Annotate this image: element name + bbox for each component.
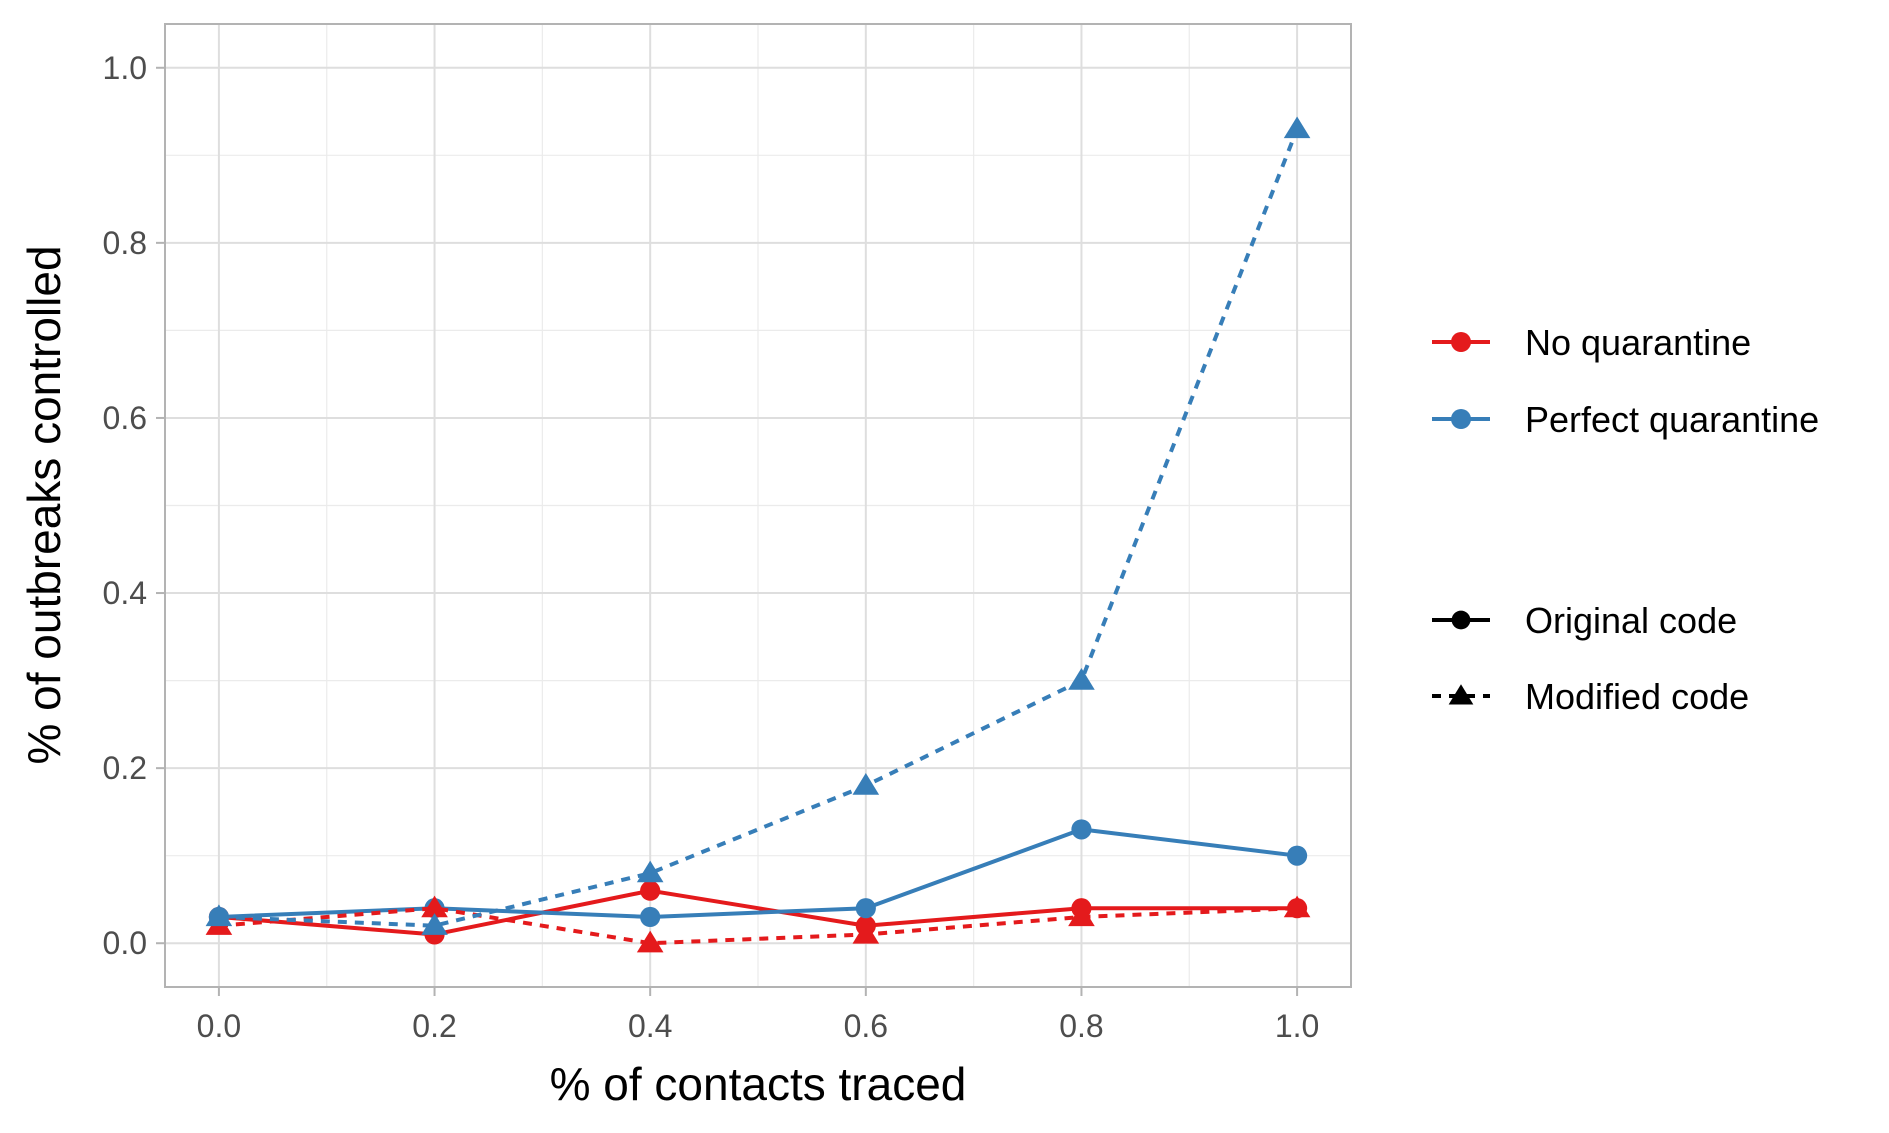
data-point: [640, 880, 661, 901]
data-point: [636, 930, 664, 953]
series-line: [218, 827, 1298, 919]
legend-item-perfect-quarantine: Perfect quarantine: [1432, 399, 1819, 440]
x-tick-label: 0.0: [197, 1008, 241, 1044]
x-axis: 0.0 0.2 0.4 0.6 0.8 1.0: [197, 987, 1319, 1044]
y-tick-label: 0.0: [103, 925, 147, 961]
data-point: [205, 904, 233, 927]
data-point: [640, 906, 661, 928]
y-tick-label: 0.4: [103, 575, 147, 611]
legend-label: Perfect quarantine: [1525, 399, 1819, 440]
data-point: [1283, 116, 1311, 139]
legend-circle-marker: [1451, 610, 1471, 630]
y-tick-label: 0.8: [103, 225, 147, 261]
legend-item-no-quarantine: No quarantine: [1432, 322, 1751, 363]
data-point: [1068, 667, 1095, 690]
legend-triangle-marker: [1448, 684, 1474, 705]
y-tick-label: 1.0: [103, 50, 147, 86]
plot-border: [164, 23, 1352, 988]
legend-label: No quarantine: [1525, 322, 1751, 363]
legend-label: Original code: [1525, 600, 1737, 641]
x-tick-label: 1.0: [1275, 1008, 1319, 1044]
series-layer: [205, 116, 1311, 953]
legend-circle-marker: [1451, 409, 1471, 429]
y-tick-label: 0.2: [103, 750, 147, 786]
data-point: [852, 773, 880, 795]
series-perfect-quarantine-modified-code: [205, 116, 1311, 935]
y-tick-label: 0.6: [103, 400, 147, 436]
data-point: [1283, 895, 1311, 918]
y-axis: 0.0 0.2 0.4 0.6 0.8 1.0: [103, 50, 165, 961]
data-point: [855, 898, 876, 919]
series-line: [218, 128, 1299, 928]
legend-item-original-code: Original code: [1432, 600, 1737, 641]
legend-circle-marker: [1451, 332, 1471, 352]
series-line: [218, 888, 1298, 937]
minor-gridlines: [165, 24, 1351, 987]
linetype-legend: Original code Modified code: [1432, 600, 1749, 717]
x-axis-title: % of contacts traced: [550, 1058, 967, 1110]
x-tick-label: 0.2: [412, 1008, 456, 1044]
major-gridlines: [165, 24, 1351, 987]
series-line: [218, 906, 1298, 946]
data-point: [636, 860, 664, 883]
data-point: [421, 895, 448, 918]
data-point: [421, 913, 448, 935]
x-tick-label: 0.8: [1059, 1008, 1103, 1044]
legend-item-modified-code: Modified code: [1432, 676, 1749, 717]
data-point: [1071, 819, 1092, 840]
x-tick-label: 0.4: [628, 1008, 672, 1044]
x-tick-label: 0.6: [844, 1008, 888, 1044]
color-legend: No quarantine Perfect quarantine: [1432, 322, 1819, 440]
data-point: [1287, 845, 1308, 866]
data-point: [1068, 904, 1095, 927]
y-axis-title: % of outbreaks controlled: [18, 245, 70, 764]
legend: No quarantine Perfect quarantine Original …: [1432, 322, 1819, 717]
legend-label: Modified code: [1525, 676, 1749, 717]
series-no-quarantine-modified-code: [205, 895, 1311, 953]
data-point: [852, 921, 880, 944]
